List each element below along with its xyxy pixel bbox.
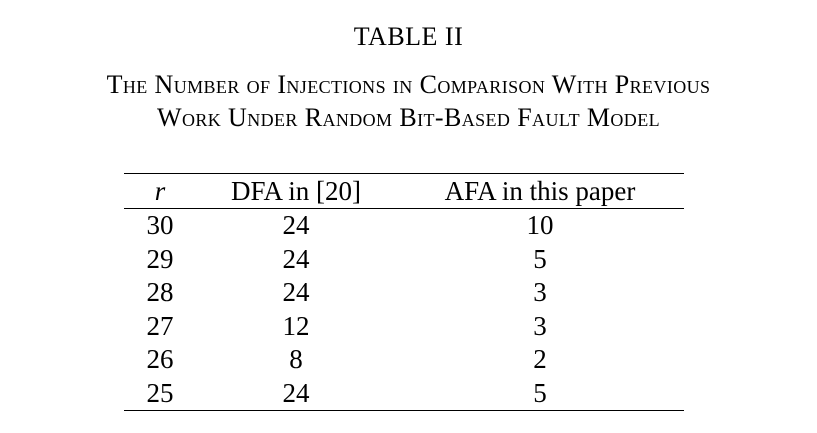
cell-r: 30 <box>146 210 174 240</box>
cell-afa: 10 <box>526 210 554 240</box>
cell-r: 29 <box>146 243 174 274</box>
results-table-container: r DFA in [20] AFA in this paper 30 24 10… <box>124 173 684 411</box>
cell-afa: 3 <box>533 310 547 341</box>
cell-afa: 5 <box>533 243 547 274</box>
table-caption: The Number of Injections in Comparison W… <box>0 68 817 134</box>
table-row: 30 24 10 <box>124 209 684 243</box>
table-header-row: r DFA in [20] AFA in this paper <box>124 173 684 209</box>
cell-r: 27 <box>146 310 174 341</box>
cell-r: 25 <box>146 377 174 408</box>
cell-r: 28 <box>146 277 174 307</box>
header-afa: AFA in this paper <box>396 173 684 209</box>
cell-dfa: 24 <box>282 243 310 274</box>
table-row: 25 24 5 <box>124 377 684 411</box>
table-row: 28 24 3 <box>124 276 684 310</box>
results-table: r DFA in [20] AFA in this paper 30 24 10… <box>124 173 684 411</box>
cell-dfa: 24 <box>282 377 310 408</box>
caption-line-2: Work Under Random Bit-Based Fault Model <box>157 103 660 132</box>
header-r: r <box>124 173 196 209</box>
cell-dfa: 24 <box>282 277 310 307</box>
header-dfa: DFA in [20] <box>196 173 396 209</box>
cell-afa: 2 <box>533 344 547 374</box>
cell-dfa: 12 <box>282 310 310 341</box>
cell-dfa: 24 <box>282 210 310 240</box>
cell-afa: 5 <box>533 377 547 408</box>
table-row: 27 12 3 <box>124 310 684 344</box>
cell-r: 26 <box>146 344 174 374</box>
table-label: TABLE II <box>353 22 464 51</box>
caption-line-1: The Number of Injections in Comparison W… <box>106 70 711 99</box>
cell-afa: 3 <box>533 277 547 307</box>
table-row: 26 8 2 <box>124 343 684 377</box>
table-row: 29 24 5 <box>124 243 684 277</box>
cell-dfa: 8 <box>289 344 303 374</box>
